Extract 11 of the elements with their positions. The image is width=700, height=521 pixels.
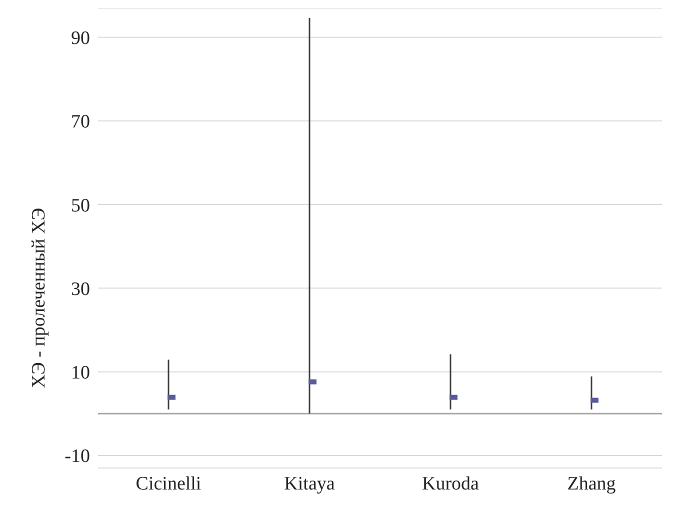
y-tick-label: 30 — [71, 278, 90, 300]
y-axis-title: ХЭ - пролеченный ХЭ — [28, 208, 50, 388]
y-tick-label: 70 — [71, 112, 90, 133]
x-tick-label: Kitaya — [284, 473, 336, 494]
y-tick-label: 10 — [71, 362, 90, 384]
x-tick-label: Kuroda — [422, 473, 480, 494]
x-tick-label: Cicinelli — [136, 473, 202, 494]
y-tick-label: -10 — [64, 446, 90, 468]
x-tick-label: Zhang — [567, 473, 616, 494]
y-tick-label: 90 — [71, 28, 90, 50]
y-tick-label: 50 — [71, 195, 90, 216]
